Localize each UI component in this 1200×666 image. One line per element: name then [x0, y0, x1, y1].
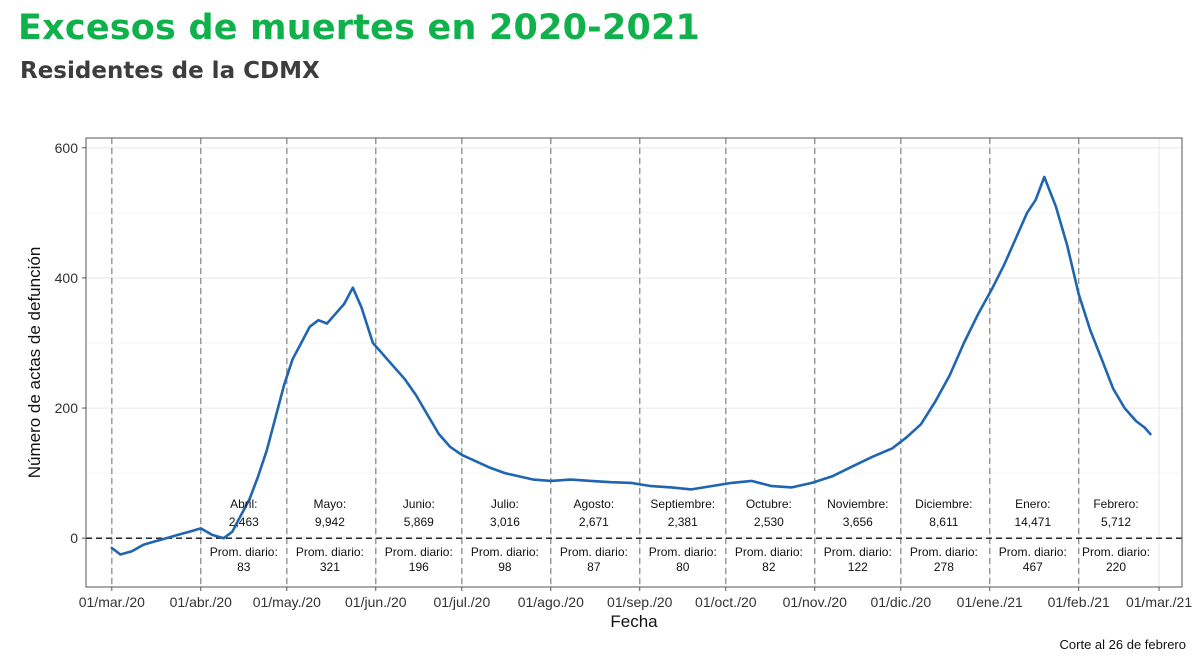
y-axis-label: Número de actas de defunción	[25, 247, 44, 479]
chart-title: Excesos de muertes en 2020-2021	[18, 8, 701, 48]
x-tick-label: 01/mar./21	[1126, 594, 1192, 610]
annotation-daily-label: Prom. diario:	[471, 545, 539, 559]
annotation-total: 2,671	[579, 515, 609, 529]
annotation-daily-value: 122	[848, 560, 868, 574]
annotation-month: Diciembre:	[915, 497, 972, 511]
annotation-total: 8,611	[929, 515, 958, 529]
y-tick-label: 400	[55, 270, 79, 286]
annotation-month: Enero:	[1015, 497, 1050, 511]
annotation-total: 14,471	[1014, 515, 1051, 529]
annotation-total: 9,942	[315, 515, 345, 529]
panel-border	[85, 137, 1183, 588]
annotation-total: 3,016	[490, 515, 520, 529]
annotation-total: 5,869	[404, 515, 434, 529]
annotation-month: Mayo:	[314, 497, 347, 511]
annotation-daily-value: 82	[762, 560, 776, 574]
annotation-daily-value: 321	[320, 560, 340, 574]
annotation-daily-value: 467	[1023, 560, 1043, 574]
annotation-daily-value: 220	[1106, 560, 1126, 574]
x-tick-label: 01/nov./20	[783, 594, 848, 610]
annotation-total: 2,381	[668, 515, 698, 529]
annotation-daily-label: Prom. diario:	[735, 545, 803, 559]
annotation-month: Julio:	[491, 497, 519, 511]
x-tick-label: 01/ene./21	[957, 594, 1023, 610]
excess-deaths-series-line	[110, 175, 1152, 556]
x-tick-label: 01/abr./20	[170, 594, 232, 610]
annotation-daily-label: Prom. diario:	[824, 545, 892, 559]
x-tick-label: 01/mar./20	[79, 594, 145, 610]
annotation-total: 2,530	[754, 515, 784, 529]
annotation-daily-value: 278	[934, 560, 954, 574]
annotation-month: Febrero:	[1093, 497, 1138, 511]
annotation-daily-value: 83	[237, 560, 251, 574]
x-tick-label: 01/dic./20	[870, 594, 931, 610]
annotation-daily-label: Prom. diario:	[999, 545, 1067, 559]
x-tick-label: 01/ago./20	[518, 594, 584, 610]
annotation-total: 5,712	[1101, 515, 1131, 529]
annotation-daily-label: Prom. diario:	[649, 545, 717, 559]
annotation-daily-label: Prom. diario:	[1082, 545, 1150, 559]
annotation-daily-value: 196	[409, 560, 429, 574]
y-tick-label: 0	[70, 530, 78, 546]
month-divider-lines	[111, 138, 1080, 587]
annotation-total: 2,463	[229, 515, 259, 529]
x-tick-label: 01/jul./20	[433, 594, 490, 610]
x-tick-label: 01/may./20	[253, 594, 321, 610]
annotation-daily-label: Prom. diario:	[296, 545, 364, 559]
annotation-daily-label: Prom. diario:	[560, 545, 628, 559]
annotation-daily-label: Prom. diario:	[210, 545, 278, 559]
annotation-month: Agosto:	[573, 497, 614, 511]
y-tick-label: 600	[55, 140, 79, 156]
annotation-daily-label: Prom. diario:	[385, 545, 453, 559]
x-tick-label: 01/sep./20	[607, 594, 673, 610]
annotation-month: Abril:	[230, 497, 257, 511]
annotation-daily-value: 80	[676, 560, 690, 574]
cutoff-note: Corte al 26 de febrero	[1059, 637, 1186, 652]
annotation-month: Noviembre:	[827, 497, 888, 511]
annotation-month: Septiembre:	[650, 497, 715, 511]
annotation-daily-value: 87	[587, 560, 601, 574]
annotation-total: 3,656	[843, 515, 873, 529]
x-tick-label: 01/feb./21	[1048, 594, 1110, 610]
annotation-month: Octubre:	[746, 497, 792, 511]
axes: 01/mar./20 01/abr./20 01/may./20 01/jun./20…	[55, 140, 1193, 610]
chart-subtitle: Residentes de la CDMX	[20, 58, 320, 84]
annotation-daily-label: Prom. diario:	[910, 545, 978, 559]
series-layer	[110, 175, 1152, 556]
x-tick-label: 01/oct./20	[695, 594, 757, 610]
annotation-month: Junio:	[403, 497, 435, 511]
x-tick-label: 01/jun./20	[345, 594, 407, 610]
y-tick-label: 200	[55, 400, 79, 416]
x-axis-label: Fecha	[610, 612, 658, 631]
annotation-daily-value: 98	[498, 560, 512, 574]
